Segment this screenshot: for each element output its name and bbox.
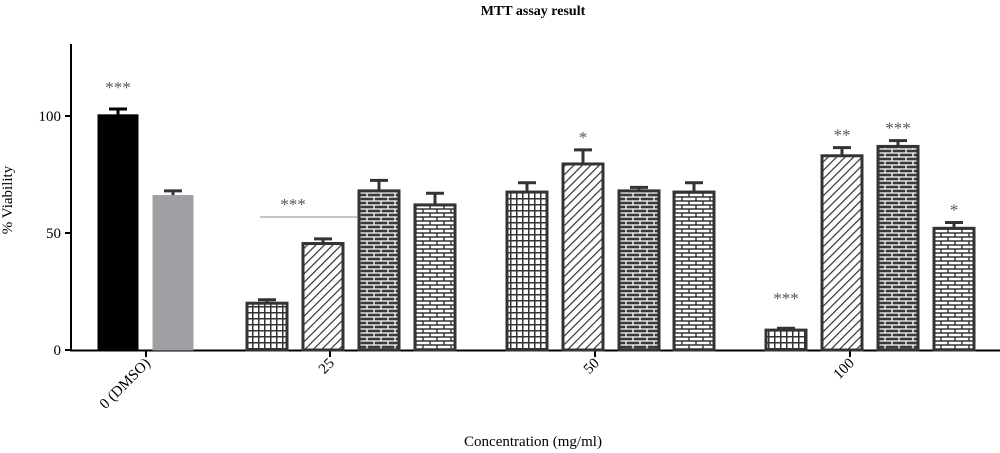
group-significance-label: ***	[280, 195, 306, 214]
bar	[357, 189, 401, 352]
bar-25-2	[245, 298, 289, 352]
bar-100-11	[820, 146, 864, 352]
chart-title: MTT assay result	[481, 4, 586, 19]
bar	[152, 195, 194, 351]
significance-label: **	[834, 126, 851, 145]
bar-100-12	[876, 139, 920, 352]
bar-0dmso-1	[152, 189, 194, 351]
bar-50-6	[505, 181, 549, 352]
bar-0dmso-0	[97, 107, 139, 351]
bar	[413, 203, 457, 352]
bar-25-5	[413, 191, 457, 352]
bar-100-13	[932, 220, 976, 352]
y-tick-label: 100	[39, 109, 62, 125]
bar	[97, 114, 139, 351]
x-axis-label: Concentration (mg/ml)	[464, 434, 602, 450]
bar	[561, 162, 605, 352]
x-tick-label: 100	[831, 356, 858, 383]
significance-label: ***	[773, 289, 799, 308]
bar-50-8	[617, 185, 661, 352]
bar	[301, 242, 345, 352]
bar	[820, 154, 864, 352]
bar	[245, 301, 289, 352]
bar-50-7	[561, 148, 605, 352]
y-axis-label: % Viability	[0, 165, 16, 234]
bar	[932, 226, 976, 352]
bar-50-9	[672, 181, 716, 352]
bar	[876, 144, 920, 352]
x-tick-label: 25	[316, 356, 338, 378]
bar	[617, 189, 661, 352]
bar	[505, 190, 549, 352]
bar-100-10	[764, 326, 808, 352]
significance-label: ***	[885, 119, 911, 138]
x-tick-label: 50	[581, 356, 603, 378]
significance-label: *	[579, 128, 588, 147]
x-tick-label: 0 (DMSO)	[97, 356, 154, 413]
bar-25-3	[301, 237, 345, 352]
y-tick-label: 50	[46, 226, 61, 242]
bar	[764, 328, 808, 352]
significance-label: ***	[105, 78, 131, 97]
y-tick-label: 0	[54, 343, 62, 359]
bar-25-4	[357, 178, 401, 352]
significance-label: *	[950, 200, 959, 219]
bar	[672, 190, 716, 352]
